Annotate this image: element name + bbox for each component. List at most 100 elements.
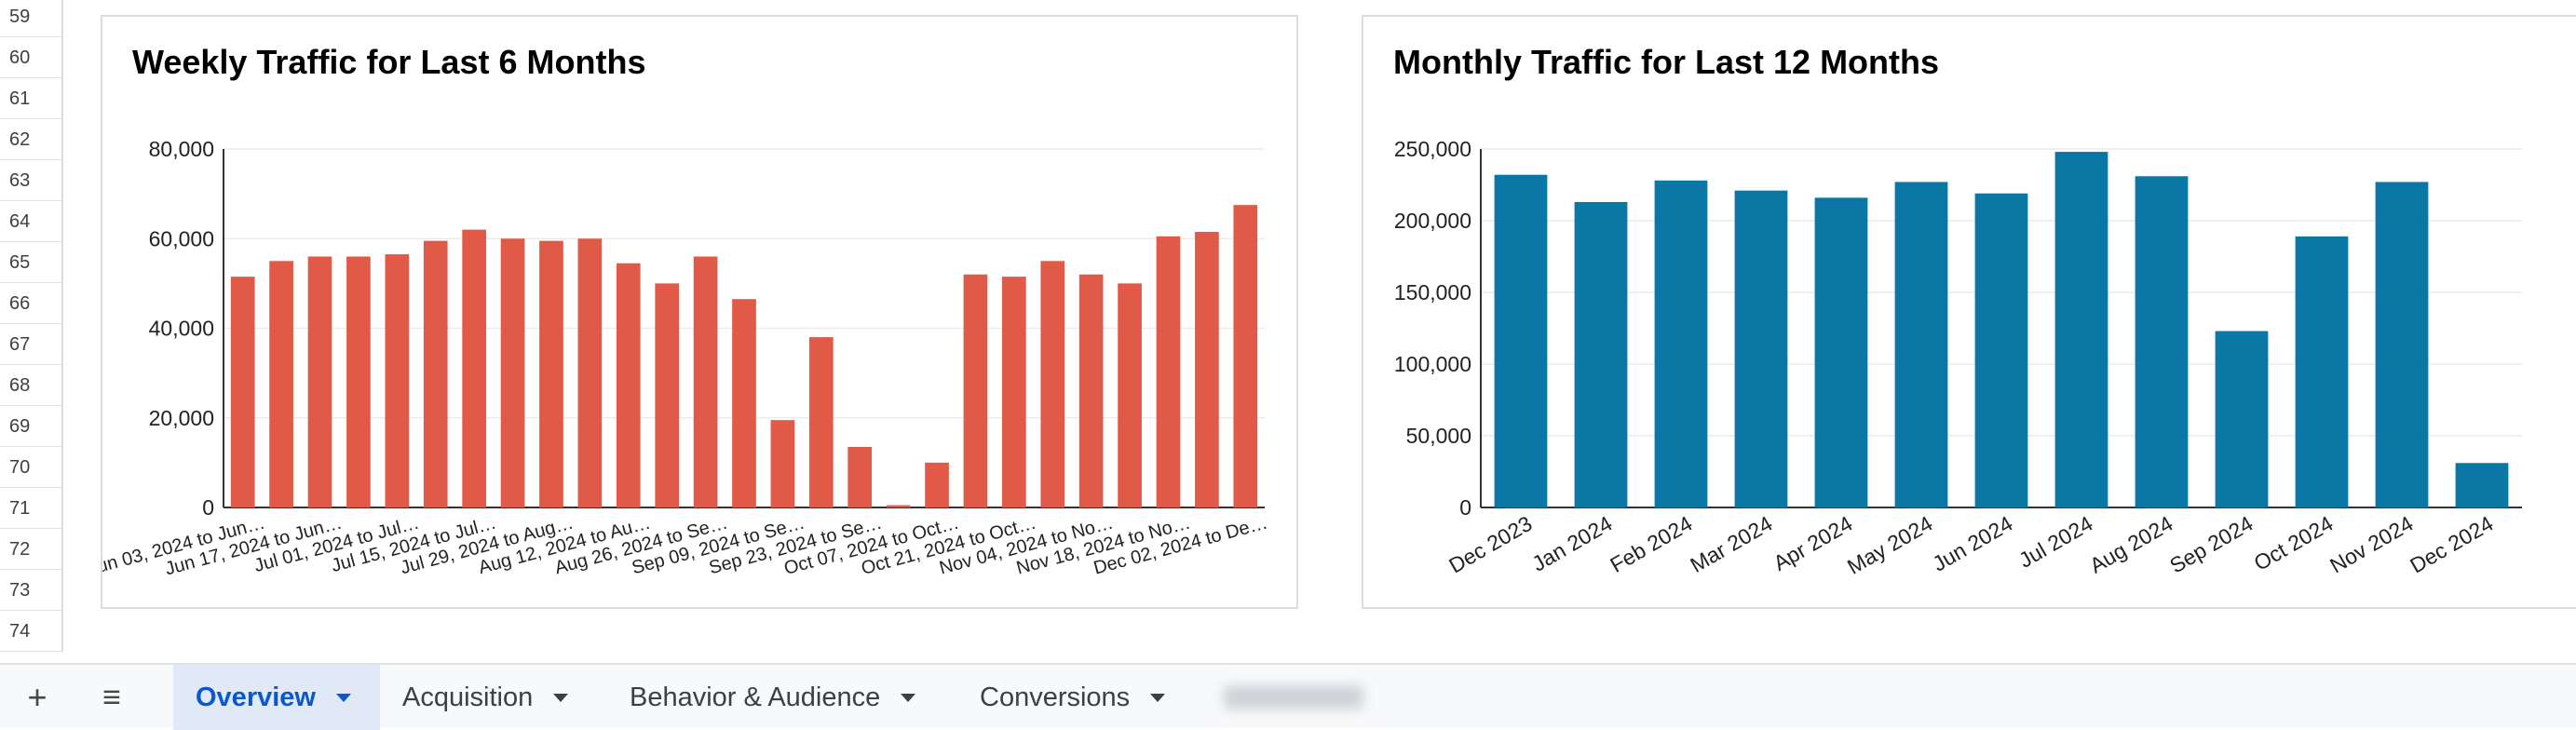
bar xyxy=(1574,201,1628,508)
row-header[interactable]: 64 xyxy=(0,201,61,242)
row-header[interactable]: 72 xyxy=(0,529,61,570)
bar xyxy=(693,256,718,507)
tab-label: Conversions xyxy=(980,682,1131,712)
weekly-traffic-chart[interactable]: Weekly Traffic for Last 6 Months 0 20,000… xyxy=(101,15,1298,609)
x-tick-label: Aug 2024 xyxy=(2085,511,2176,578)
bar xyxy=(346,256,371,507)
row-header[interactable]: 60 xyxy=(0,37,61,78)
y-tick-label: 250,000 xyxy=(1394,137,1471,161)
row-header[interactable]: 70 xyxy=(0,447,61,488)
bar xyxy=(2455,463,2509,507)
x-tick-label: Dec 2024 xyxy=(2406,511,2497,578)
y-tick-label: 80,000 xyxy=(149,137,214,161)
bar xyxy=(2135,176,2189,507)
bar xyxy=(925,462,949,507)
spreadsheet-grid: 59 60 61 62 63 64 65 66 67 68 69 70 71 72 73 74 Weekly … xyxy=(0,0,2576,652)
bar xyxy=(462,229,486,507)
tab-label: Behavior & Audience xyxy=(630,682,881,712)
bar xyxy=(616,263,641,507)
y-tick-label: 100,000 xyxy=(1394,352,1471,376)
x-tick-label: Jan 2024 xyxy=(1528,511,1617,576)
row-headers: 59 60 61 62 63 64 65 66 67 68 69 70 71 72 73 74 xyxy=(0,0,63,652)
monthly-chart-plot: 0 50,000 100,000 150,000 200,000 250,000 Dec 2… xyxy=(1394,137,2522,579)
y-tick-label: 40,000 xyxy=(149,317,214,341)
chevron-down-icon[interactable] xyxy=(1150,693,1166,702)
bar xyxy=(1002,277,1026,507)
tab-label: Overview xyxy=(196,682,316,712)
chevron-down-icon[interactable] xyxy=(553,693,569,702)
bar xyxy=(808,337,834,507)
bar xyxy=(1233,205,1258,507)
tab-conversions[interactable]: Conversions xyxy=(957,665,1196,730)
bar xyxy=(1494,174,1548,507)
y-tick-label: 200,000 xyxy=(1394,209,1471,233)
y-tick-label: 0 xyxy=(202,495,214,520)
sheet-tab-bar: + ≡ Overview Acquisition Behavior & Audi… xyxy=(0,663,2576,730)
bar xyxy=(1814,197,1868,508)
bar xyxy=(1654,180,1708,507)
add-sheet-button[interactable]: + xyxy=(15,665,60,730)
row-header[interactable]: 67 xyxy=(0,324,61,365)
grid-area[interactable]: Weekly Traffic for Last 6 Months 0 20,000… xyxy=(63,0,2576,652)
bar xyxy=(2295,236,2349,507)
row-header[interactable]: 71 xyxy=(0,488,61,529)
bar xyxy=(230,277,255,507)
bar xyxy=(500,238,525,507)
row-header[interactable]: 66 xyxy=(0,283,61,324)
bar xyxy=(770,420,795,507)
tab-behavior-audience[interactable]: Behavior & Audience xyxy=(607,665,954,730)
tab-overview[interactable]: Overview xyxy=(173,665,380,730)
x-tick-label: Mar 2024 xyxy=(1686,511,1776,577)
row-header[interactable]: 63 xyxy=(0,160,61,201)
x-tick-label: Oct 2024 xyxy=(2250,511,2338,575)
bar xyxy=(1118,283,1142,507)
row-header[interactable]: 59 xyxy=(0,0,61,37)
x-tick-label: Dec 2023 xyxy=(1444,511,1536,578)
row-header[interactable]: 61 xyxy=(0,78,61,119)
row-header[interactable]: 69 xyxy=(0,406,61,447)
row-header[interactable]: 62 xyxy=(0,119,61,160)
tab-hidden[interactable] xyxy=(1201,665,1388,730)
blurred-tab-label xyxy=(1224,685,1363,710)
y-tick-label: 20,000 xyxy=(149,406,214,430)
bar xyxy=(2054,152,2108,507)
x-tick-label: Nov 2024 xyxy=(2325,511,2417,578)
bar xyxy=(1195,232,1219,507)
bar xyxy=(1734,190,1788,507)
bar xyxy=(577,238,603,507)
chevron-down-icon[interactable] xyxy=(901,693,916,702)
tab-acquisition[interactable]: Acquisition xyxy=(380,665,603,730)
bar xyxy=(2215,331,2269,507)
row-header[interactable]: 65 xyxy=(0,242,61,283)
row-header[interactable]: 73 xyxy=(0,570,61,611)
chart-title: Monthly Traffic for Last 12 Months xyxy=(1393,43,1940,81)
bar xyxy=(423,240,448,507)
bar xyxy=(847,447,873,507)
row-header[interactable]: 68 xyxy=(0,365,61,406)
bar xyxy=(1156,236,1181,507)
monthly-traffic-chart[interactable]: Monthly Traffic for Last 12 Months 0 50,0… xyxy=(1362,15,2576,609)
row-header[interactable]: 74 xyxy=(0,611,61,652)
bar xyxy=(385,254,410,507)
x-tick-label: Apr 2024 xyxy=(1769,511,1857,575)
x-tick-label: Sep 2024 xyxy=(2165,511,2257,578)
x-tick-label: Jun 2024 xyxy=(1929,511,2017,576)
x-tick-label: Feb 2024 xyxy=(1606,511,1696,577)
chart-title: Weekly Traffic for Last 6 Months xyxy=(132,43,646,81)
bar xyxy=(963,274,988,507)
plus-icon: + xyxy=(27,678,47,716)
bar xyxy=(539,240,563,507)
bar xyxy=(1078,274,1104,507)
all-sheets-button[interactable]: ≡ xyxy=(89,665,134,730)
y-tick-label: 0 xyxy=(1459,495,1471,520)
y-tick-label: 150,000 xyxy=(1394,280,1471,304)
bar xyxy=(732,299,756,507)
bar xyxy=(2375,182,2429,508)
y-tick-label: 50,000 xyxy=(1406,424,1471,448)
bar xyxy=(269,261,293,507)
bar xyxy=(307,256,332,507)
bar xyxy=(1974,193,2028,508)
chevron-down-icon[interactable] xyxy=(335,693,351,702)
x-tick-label: May 2024 xyxy=(1843,511,1937,579)
